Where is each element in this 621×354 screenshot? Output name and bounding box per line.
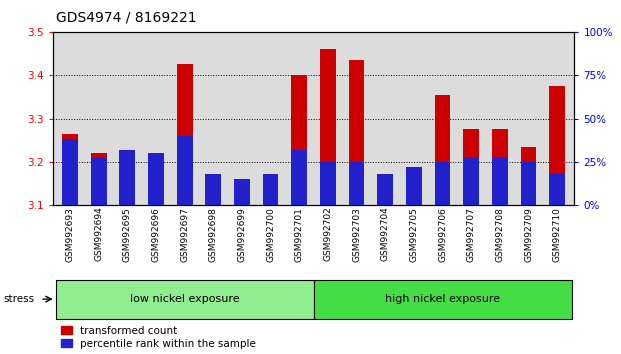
Bar <box>234 203 250 205</box>
Bar <box>320 49 336 205</box>
Bar <box>148 155 164 205</box>
Bar <box>406 182 422 205</box>
Bar <box>234 179 250 205</box>
Bar <box>520 147 537 205</box>
Bar <box>91 153 107 205</box>
Bar <box>206 182 221 205</box>
Bar <box>406 167 422 205</box>
Bar <box>291 75 307 205</box>
Bar <box>492 130 508 205</box>
Text: GDS4974 / 8169221: GDS4974 / 8169221 <box>56 11 196 25</box>
Bar <box>463 130 479 205</box>
Bar <box>349 162 365 205</box>
Text: stress: stress <box>3 294 34 304</box>
Bar <box>291 150 307 205</box>
Bar <box>463 157 479 205</box>
Bar <box>148 153 164 205</box>
Bar <box>349 60 365 205</box>
Bar <box>492 157 508 205</box>
Bar <box>177 136 193 205</box>
Bar <box>62 134 78 205</box>
Bar <box>435 162 450 205</box>
Bar <box>520 162 537 205</box>
Legend: transformed count, percentile rank within the sample: transformed count, percentile rank withi… <box>61 326 256 349</box>
Text: high nickel exposure: high nickel exposure <box>385 294 500 304</box>
Bar <box>91 157 107 205</box>
Bar <box>119 192 135 205</box>
Bar <box>206 174 221 205</box>
Text: low nickel exposure: low nickel exposure <box>130 294 240 304</box>
Bar <box>435 95 450 205</box>
Bar <box>378 199 393 205</box>
Bar <box>550 86 565 205</box>
Bar <box>550 174 565 205</box>
Bar <box>320 162 336 205</box>
Bar <box>378 174 393 205</box>
Bar <box>263 174 278 205</box>
Bar <box>119 150 135 205</box>
Bar <box>263 184 278 205</box>
Bar <box>62 139 78 205</box>
Bar <box>177 64 193 205</box>
